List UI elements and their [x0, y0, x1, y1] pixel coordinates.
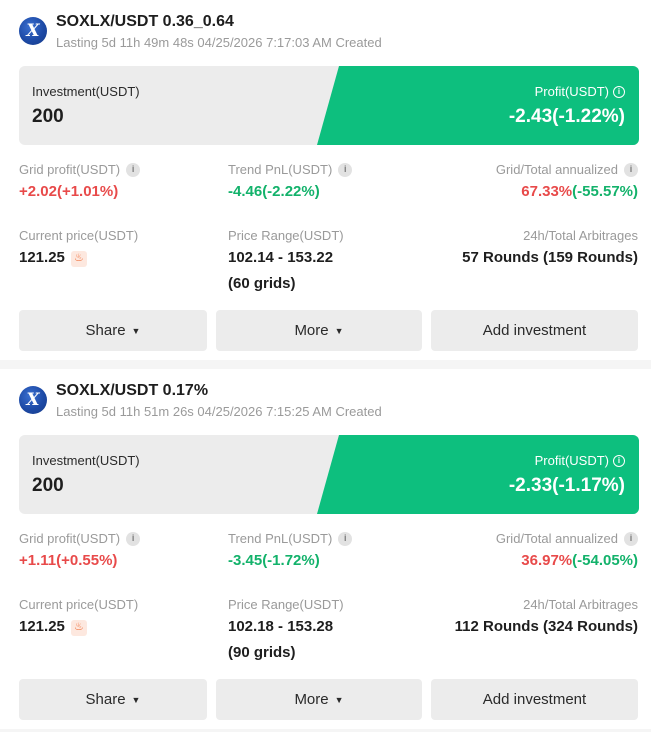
caret-down-icon: ▼ — [334, 694, 344, 705]
price-range-stat: Price Range(USDT) 102.18 - 153.28 (90 gr… — [228, 597, 344, 666]
investment-label: Investment(USDT) — [32, 84, 140, 99]
investment-label: Investment(USDT) — [32, 453, 140, 468]
profit-value: -2.43(-1.22%) — [508, 106, 625, 127]
more-label: More — [294, 691, 329, 708]
trend-pnl-label: Trend PnL(USDT) — [228, 531, 333, 546]
add-investment-button[interactable]: Add investment — [431, 310, 638, 351]
profit-label: Profit(USDT) — [534, 453, 609, 468]
grid-annualized-value: 36.97% — [521, 552, 573, 569]
bot-subtitle: Lasting 5d 11h 49m 48s 04/25/2026 7:17:0… — [56, 35, 382, 50]
bot-title[interactable]: SOXLX/USDT 0.36_0.64 — [56, 13, 234, 30]
info-icon[interactable]: i — [338, 531, 353, 546]
info-icon[interactable]: i — [613, 454, 625, 467]
annualized-label: Grid/Total annualized — [495, 162, 618, 177]
info-icon[interactable]: i — [126, 531, 141, 546]
grid-profit-label: Grid profit(USDT) — [19, 531, 121, 546]
caret-down-icon: ▼ — [334, 325, 344, 336]
caret-down-icon: ▼ — [131, 325, 141, 336]
investment-profit-panel: Investment(USDT) 200 Profit(USDT) i -2.3… — [19, 435, 639, 514]
annualized-stat: Grid/Total annualized i 36.97%(-54.05%) — [496, 531, 638, 569]
add-investment-button[interactable]: Add investment — [431, 679, 638, 720]
card-header: X SOXLX/USDT 0.17% Lasting 5d 11h 51m 26… — [19, 382, 639, 422]
grid-profit-label: Grid profit(USDT) — [19, 162, 121, 177]
caret-down-icon: ▼ — [131, 694, 141, 705]
price-range-stat: Price Range(USDT) 102.14 - 153.22 (60 gr… — [228, 228, 344, 297]
bot-title[interactable]: SOXLX/USDT 0.17% — [56, 382, 209, 399]
current-price-label: Current price(USDT) — [19, 228, 139, 243]
flame-icon: ♨ — [70, 250, 87, 267]
info-icon[interactable]: i — [126, 162, 141, 177]
share-label: Share — [85, 322, 126, 339]
annualized-label: Grid/Total annualized — [495, 531, 618, 546]
trend-pnl-value: -4.46(-2.22%) — [228, 183, 320, 200]
add-investment-label: Add investment — [482, 691, 587, 708]
arbitrages-stat: 24h/Total Arbitrages 57 Rounds (159 Roun… — [418, 228, 638, 269]
trend-pnl-stat: Trend PnL(USDT) i -4.46(-2.22%) — [228, 162, 353, 200]
price-range-grids: (60 grids) — [228, 275, 296, 292]
grid-profit-stat: Grid profit(USDT) i +1.11(+0.55%) — [19, 531, 141, 569]
total-annualized-value: (-55.57%) — [572, 183, 638, 200]
soxl-coin-logo-icon: X — [19, 17, 47, 45]
grid-profit-value: +1.11(+0.55%) — [19, 552, 118, 569]
investment-value: 200 — [32, 475, 64, 496]
grid-annualized-value: 67.33% — [521, 183, 573, 200]
info-icon[interactable]: i — [613, 85, 625, 98]
profit-label: Profit(USDT) — [534, 84, 609, 99]
add-investment-label: Add investment — [482, 322, 587, 339]
info-icon[interactable]: i — [624, 162, 638, 177]
arbitrages-label: 24h/Total Arbitrages — [523, 597, 638, 612]
current-price-stat: Current price(USDT) 121.25 ♨ — [19, 597, 138, 636]
current-price-label: Current price(USDT) — [19, 597, 139, 612]
grid-profit-value: +2.02(+1.01%) — [19, 183, 119, 200]
trend-pnl-stat: Trend PnL(USDT) i -3.45(-1.72%) — [228, 531, 353, 569]
annualized-stat: Grid/Total annualized i 67.33%(-55.57%) — [496, 162, 638, 200]
price-range-value: 102.14 - 153.22 — [228, 249, 334, 266]
price-range-label: Price Range(USDT) — [228, 597, 344, 612]
profit-panel — [317, 435, 639, 514]
flame-icon: ♨ — [70, 619, 87, 636]
arbitrages-stat: 24h/Total Arbitrages 112 Rounds (324 Rou… — [418, 597, 638, 638]
arbitrages-value: 112 Rounds (324 Rounds) — [454, 618, 638, 635]
price-range-grids: (90 grids) — [228, 644, 296, 661]
soxl-coin-logo-icon: X — [19, 386, 47, 414]
share-button[interactable]: Share ▼ — [19, 679, 207, 720]
arbitrages-label: 24h/Total Arbitrages — [523, 228, 638, 243]
more-button[interactable]: More ▼ — [216, 679, 422, 720]
more-button[interactable]: More ▼ — [216, 310, 422, 351]
card-header: X SOXLX/USDT 0.36_0.64 Lasting 5d 11h 49… — [19, 13, 639, 53]
grid-profit-stat: Grid profit(USDT) i +2.02(+1.01%) — [19, 162, 141, 200]
current-price-value: 121.25 — [19, 618, 65, 635]
current-price-stat: Current price(USDT) 121.25 ♨ — [19, 228, 138, 267]
profit-value: -2.33(-1.17%) — [508, 475, 625, 496]
grid-bot-card[interactable]: X SOXLX/USDT 0.17% Lasting 5d 11h 51m 26… — [0, 369, 651, 729]
investment-profit-panel: Investment(USDT) 200 Profit(USDT) i -2.4… — [19, 66, 639, 145]
info-icon[interactable]: i — [624, 531, 638, 546]
profit-label-wrap: Profit(USDT) i — [535, 453, 625, 468]
price-range-label: Price Range(USDT) — [228, 228, 344, 243]
profit-panel — [317, 66, 639, 145]
investment-value: 200 — [32, 106, 64, 127]
current-price-value: 121.25 — [19, 249, 65, 266]
share-label: Share — [85, 691, 126, 708]
bot-subtitle: Lasting 5d 11h 51m 26s 04/25/2026 7:15:2… — [56, 404, 382, 419]
total-annualized-value: (-54.05%) — [572, 552, 638, 569]
trend-pnl-label: Trend PnL(USDT) — [228, 162, 333, 177]
price-range-value: 102.18 - 153.28 — [228, 618, 334, 635]
trend-pnl-value: -3.45(-1.72%) — [228, 552, 320, 569]
profit-label-wrap: Profit(USDT) i — [535, 84, 625, 99]
share-button[interactable]: Share ▼ — [19, 310, 207, 351]
arbitrages-value: 57 Rounds (159 Rounds) — [462, 249, 638, 266]
more-label: More — [294, 322, 329, 339]
info-icon[interactable]: i — [338, 162, 353, 177]
grid-bot-card[interactable]: X SOXLX/USDT 0.36_0.64 Lasting 5d 11h 49… — [0, 0, 651, 360]
